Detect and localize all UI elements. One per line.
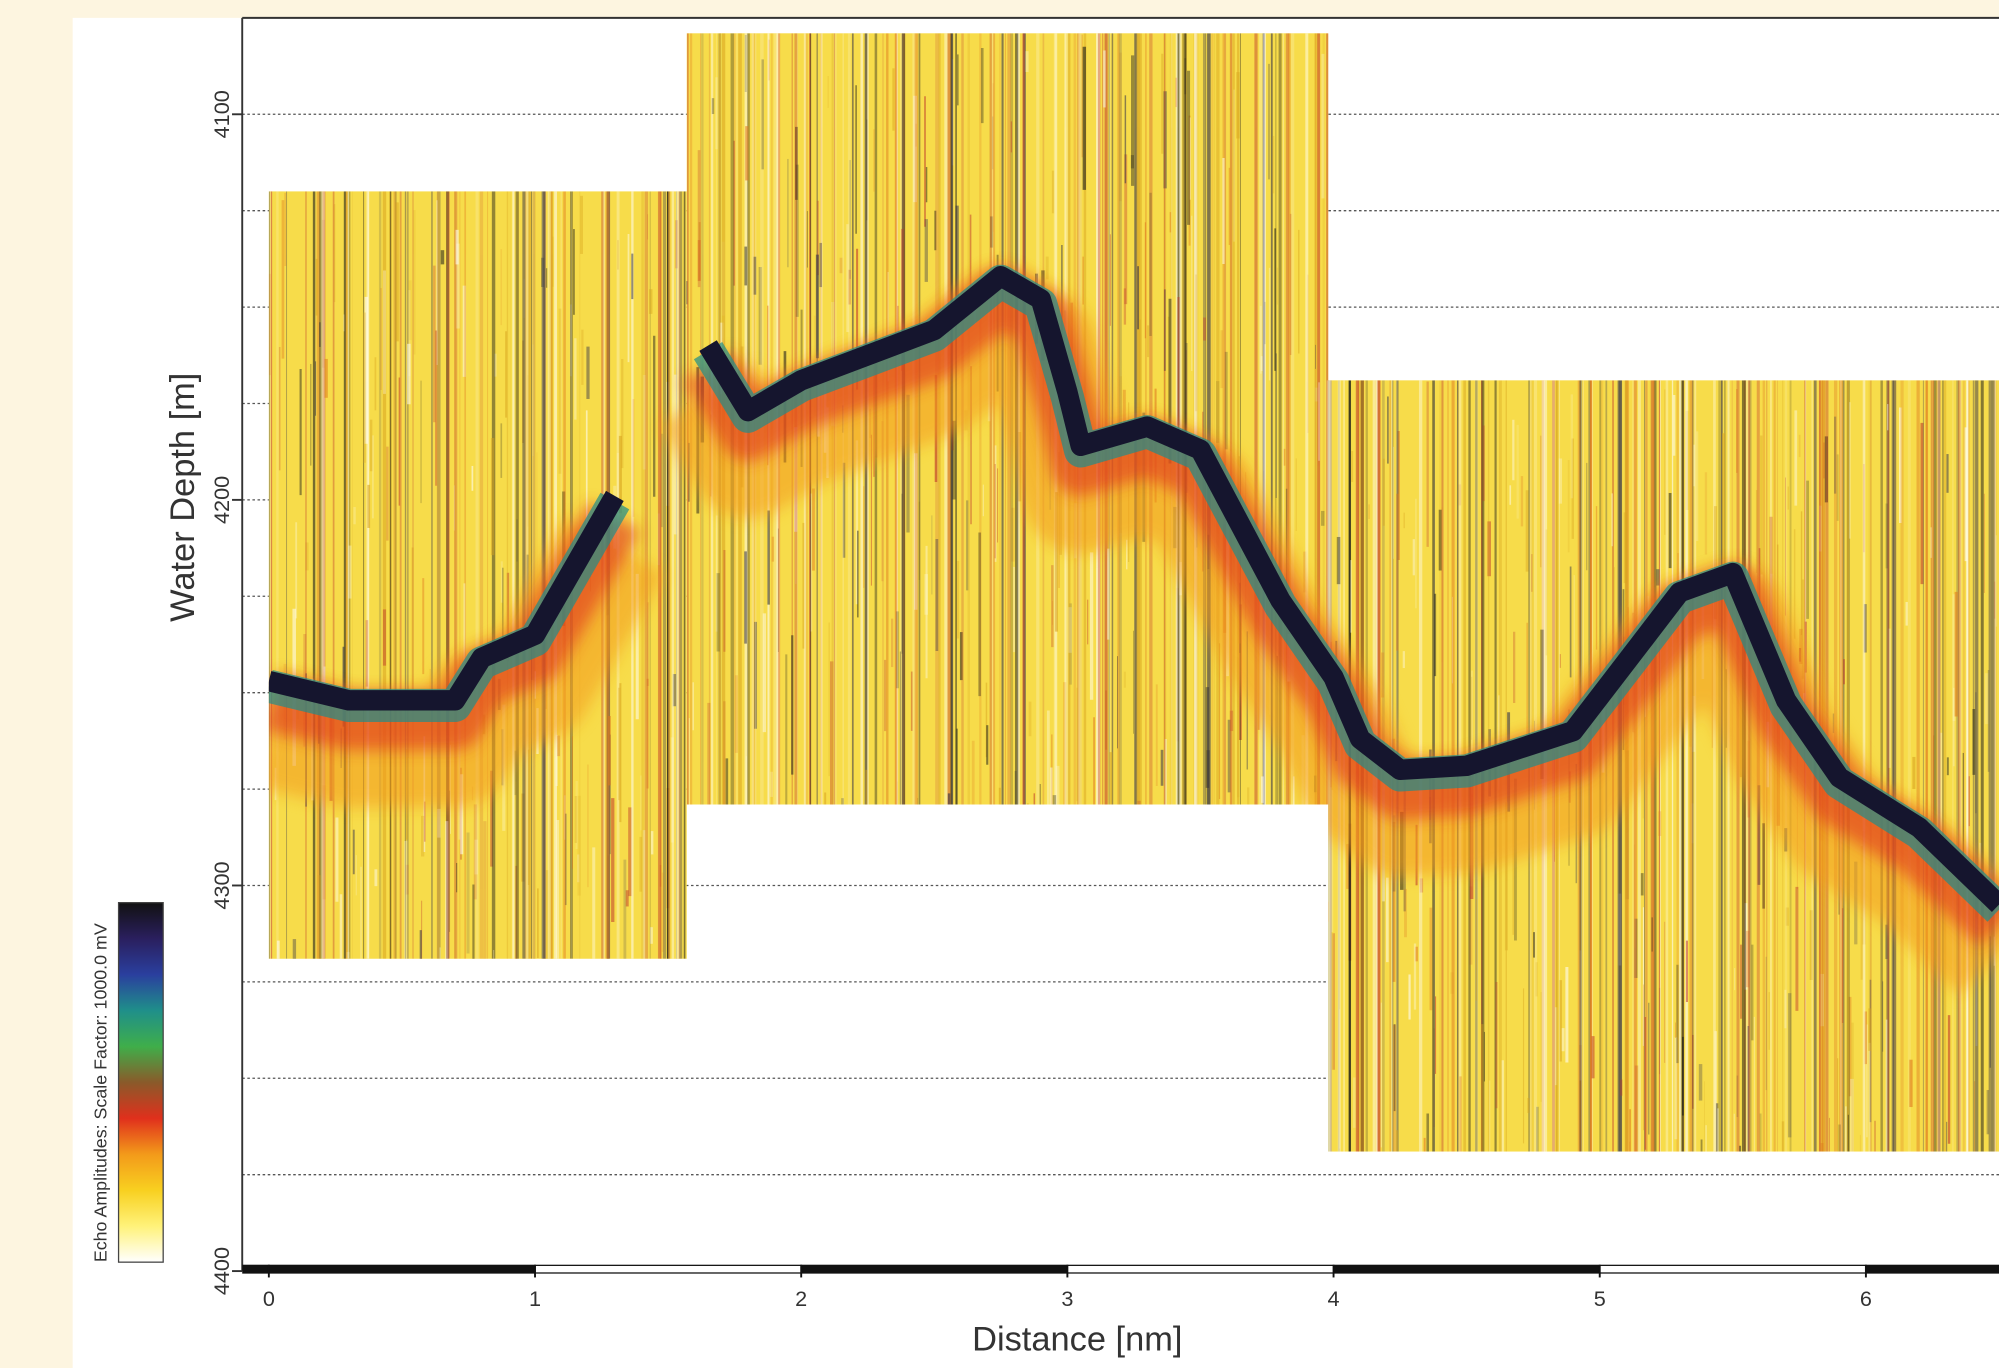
colorbar [117, 902, 164, 1263]
y-tick-label: 4200 [209, 476, 234, 524]
colorbar-label: Echo Amplitudes: Scale Factor: 1000.0 mV [91, 923, 111, 1262]
x-tick-label: 1 [529, 1286, 541, 1311]
seafloor-line [268, 265, 1999, 913]
y-axis-label: Water Depth [m] [164, 373, 202, 622]
seafloor [268, 264, 1999, 996]
y-tick-label: 4100 [209, 90, 234, 138]
x-tick-label: 3 [1061, 1286, 1073, 1311]
x-tick-label: 5 [1594, 1286, 1606, 1311]
x-axis-bar-segment [535, 1265, 802, 1273]
x-axis-bar-segment [1599, 1265, 1866, 1273]
x-tick-label: 4 [1328, 1286, 1340, 1311]
y-tick-label: 4400 [209, 1247, 234, 1295]
x-tick-label: 6 [1860, 1286, 1872, 1311]
x-tick-label: 2 [795, 1286, 807, 1311]
x-axis-label: Distance [nm] [972, 1320, 1182, 1358]
axes [232, 16, 1999, 1278]
x-tick-label: 0 [263, 1286, 275, 1311]
y-tick-label: 4300 [209, 861, 234, 909]
x-axis-bar-segment [1067, 1265, 1334, 1273]
